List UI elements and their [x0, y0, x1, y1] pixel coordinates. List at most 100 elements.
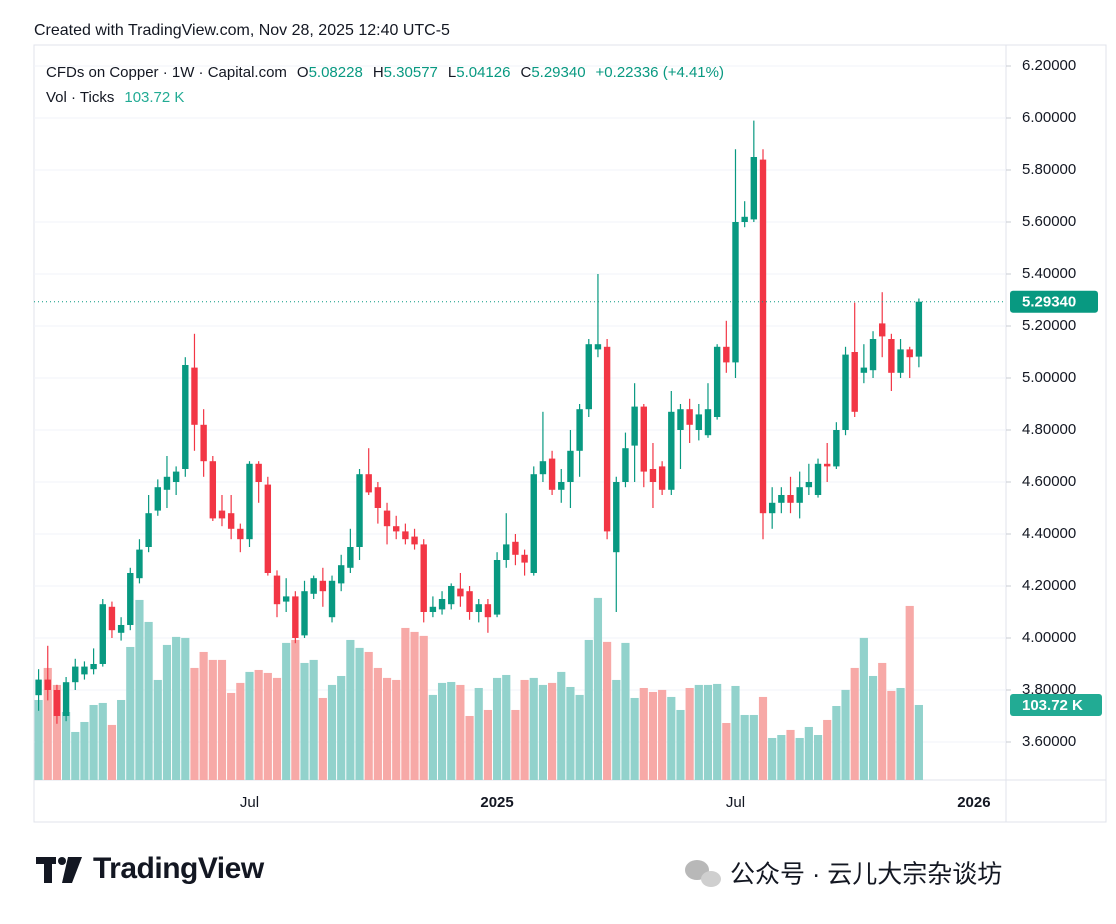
y-tick-label: 5.60000	[1022, 213, 1076, 230]
volume-bar	[89, 704, 98, 780]
volume-bar	[639, 687, 648, 780]
volume-bar	[740, 714, 749, 780]
candle-body	[246, 463, 253, 540]
volume-bar	[630, 697, 639, 780]
volume-bar	[593, 597, 603, 780]
y-tick-label: 4.80000	[1022, 421, 1076, 438]
candle-body	[301, 591, 308, 636]
candle-body	[81, 666, 88, 675]
candle-body	[796, 487, 803, 503]
volume-bar	[144, 621, 153, 780]
volume-bar	[841, 689, 850, 780]
volume-bar	[217, 659, 227, 780]
candle-body	[127, 572, 134, 625]
candle-body	[356, 474, 363, 547]
y-tick-label: 3.80000	[1022, 681, 1076, 698]
volume-bar	[859, 637, 868, 780]
volume-bar	[612, 679, 621, 780]
candle-body	[823, 463, 831, 467]
volume-bar	[465, 715, 474, 780]
candle-body	[227, 513, 235, 529]
candle-body	[466, 591, 473, 612]
volume-bar	[126, 646, 135, 780]
candle-body	[695, 414, 703, 430]
candle-body	[145, 513, 152, 547]
volume-bar	[428, 694, 437, 780]
volume-bar	[355, 647, 364, 780]
volume-bar	[162, 644, 172, 780]
volume-bar	[511, 709, 520, 780]
candle-body	[35, 679, 42, 696]
candle-body	[383, 510, 391, 527]
volume-bar	[557, 671, 566, 780]
candle-body	[273, 575, 281, 605]
volume-bar	[181, 637, 190, 780]
icon-part	[701, 871, 721, 887]
volume-bar	[538, 684, 548, 780]
volume-bar	[850, 667, 859, 780]
volume-bar	[492, 677, 502, 780]
candle-body	[438, 598, 446, 610]
candle-body	[879, 323, 886, 337]
candle-body	[393, 526, 400, 532]
y-tick-label: 4.60000	[1022, 473, 1076, 490]
candle-body	[915, 301, 923, 357]
volume-bar	[731, 685, 740, 780]
volume-bar	[795, 737, 804, 780]
volume-bar	[914, 704, 923, 780]
volume-badge-label: 103.72 K	[1022, 697, 1083, 714]
candle-body	[255, 463, 262, 482]
candle-body	[282, 596, 290, 602]
candle-body	[191, 367, 198, 425]
candle-body	[640, 406, 647, 472]
candle-body	[677, 409, 684, 430]
volume-bar	[437, 682, 447, 780]
price-badge-label: 5.29340	[1022, 294, 1076, 311]
candle-body	[833, 429, 840, 467]
volume-bar	[254, 669, 263, 780]
volume-bar	[337, 675, 346, 780]
candle-body	[218, 510, 226, 519]
volume-bar	[713, 683, 722, 780]
y-tick-label: 5.00000	[1022, 369, 1076, 386]
volume-bar	[658, 689, 667, 780]
wechat-icon	[685, 860, 721, 887]
volume-bar	[346, 639, 355, 780]
volume-bar	[98, 702, 107, 780]
candle-body	[851, 351, 858, 412]
volume-bar	[227, 692, 236, 780]
volume-bar	[768, 737, 777, 780]
candle-body	[548, 458, 556, 490]
candle-body	[99, 604, 106, 664]
volume-bar	[456, 684, 465, 780]
candle-body	[686, 409, 693, 425]
y-tick-label: 4.40000	[1022, 525, 1076, 542]
y-tick-label: 4.20000	[1022, 577, 1076, 594]
volume-bar	[382, 677, 392, 780]
volume-bar	[474, 687, 483, 780]
candle-body	[723, 346, 730, 363]
candle-body	[842, 354, 849, 430]
y-tick-label: 5.20000	[1022, 317, 1076, 334]
candle-body	[457, 588, 464, 597]
candle-body	[163, 476, 171, 490]
candle-body	[402, 531, 409, 540]
candle-body	[521, 554, 528, 563]
volume-bar	[777, 735, 786, 780]
candle-body	[420, 544, 427, 612]
candle-body	[512, 541, 519, 555]
candle-body	[787, 494, 794, 503]
logo-part	[58, 857, 66, 865]
volume-bar	[117, 699, 126, 780]
y-tick-label: 5.80000	[1022, 161, 1076, 178]
logo-part	[62, 857, 82, 883]
volume-bar	[263, 672, 272, 780]
ohlc-key: L	[448, 64, 456, 81]
candle-body	[860, 367, 868, 373]
candle-body	[732, 222, 739, 363]
volume-bar	[401, 627, 410, 780]
candle-body	[411, 536, 418, 545]
ohlc-value: 5.30577	[384, 64, 438, 81]
candle-body	[613, 481, 620, 553]
